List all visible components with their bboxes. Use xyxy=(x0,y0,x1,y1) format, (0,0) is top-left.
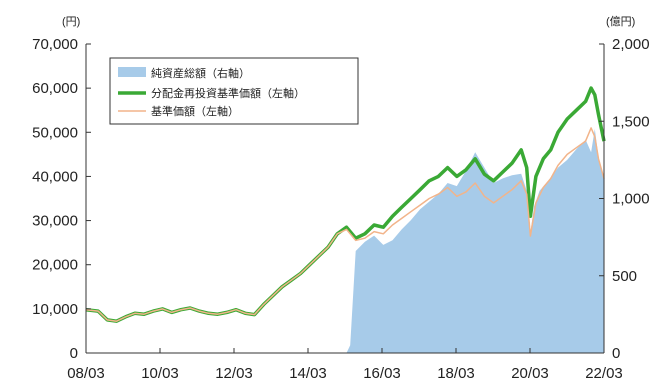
x-tick-label: 12/03 xyxy=(215,365,253,382)
legend-label-net-assets: 純資産総額（右軸） xyxy=(151,66,250,80)
line-series-group xyxy=(85,86,606,323)
right-axis-ticks: 0 500 1,000 1,500 2,000 xyxy=(599,36,650,362)
left-tick-label: 70,000 xyxy=(32,36,78,53)
cropped-header-strip xyxy=(18,0,518,10)
x-tick-label: 16/03 xyxy=(363,365,401,382)
x-tick-label: 18/03 xyxy=(437,365,475,382)
legend-label-nav: 基準価額（左軸） xyxy=(151,104,239,118)
x-tick-label: 10/03 xyxy=(141,365,179,382)
x-tick-label: 20/03 xyxy=(511,365,549,382)
right-tick-label: 0 xyxy=(612,345,620,362)
legend-box xyxy=(109,57,359,125)
left-tick-label: 30,000 xyxy=(32,213,78,230)
net-assets-area-group xyxy=(86,129,604,353)
legend: 純資産総額（右軸） 分配金再投資基準価額（左軸） 基準価額（左軸） xyxy=(109,57,359,125)
left-tick-label: 0 xyxy=(70,345,78,362)
x-tick-label: 14/03 xyxy=(289,365,327,382)
right-tick-label: 500 xyxy=(612,268,637,285)
left-tick-label: 10,000 xyxy=(32,301,78,318)
right-tick-label: 2,000 xyxy=(612,36,650,53)
right-tick-label: 1,500 xyxy=(612,113,650,130)
right-tick-label: 1,000 xyxy=(612,191,650,208)
left-tick-label: 40,000 xyxy=(32,168,78,185)
series-line-nav xyxy=(85,127,605,322)
left-axis-ticks: 0 10,000 20,000 30,000 40,000 50,000 60,000 70,… xyxy=(32,36,91,362)
left-axis-unit: (円) xyxy=(62,16,80,28)
left-tick-label: 20,000 xyxy=(32,257,78,274)
legend-label-reinvested-nav: 分配金再投資基準価額（左軸） xyxy=(151,86,305,100)
x-tick-label: 08/03 xyxy=(67,365,105,382)
series-area-net-assets xyxy=(86,129,604,353)
x-tick-label: 22/03 xyxy=(585,365,623,382)
left-tick-label: 50,000 xyxy=(32,124,78,141)
right-axis-unit: (億円) xyxy=(606,15,635,28)
legend-swatch-net-assets xyxy=(118,67,146,77)
left-tick-label: 60,000 xyxy=(32,80,78,97)
x-axis-ticks: 08/03 10/03 12/03 14/03 16/03 18/03 20/03 22/03 xyxy=(67,348,623,382)
